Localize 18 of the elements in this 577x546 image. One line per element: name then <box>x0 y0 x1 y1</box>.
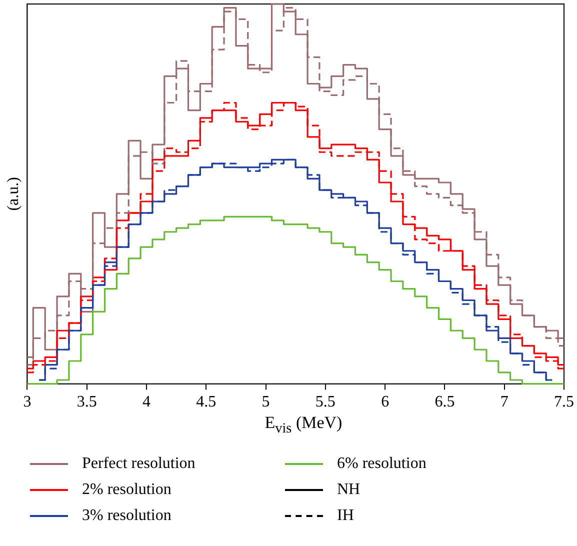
x-tick-label: 7.5 <box>554 394 574 411</box>
x-tick-label: 5.5 <box>315 394 336 411</box>
legend-label: IH <box>337 507 354 526</box>
legend-label: 3% resolution <box>82 507 172 526</box>
x-tick-label: 7 <box>500 394 508 411</box>
x-tick-label: 5 <box>262 394 270 411</box>
x-tick-label: 6.5 <box>434 394 455 411</box>
legend-label: 2% resolution <box>82 481 172 500</box>
y-axis-title: (a.u.) <box>4 177 22 211</box>
x-tick-label: 4.5 <box>196 394 216 411</box>
legend-label: 6% resolution <box>337 455 426 474</box>
x-tick-label: 3 <box>23 394 32 411</box>
legend-label: NH <box>337 481 360 500</box>
x-tick-label: 3.5 <box>76 394 97 411</box>
x-tick-label: 4 <box>142 394 150 411</box>
x-axis-title: E$_{vis}$ (MeV) <box>264 413 344 438</box>
x-tick-label: 6 <box>381 394 390 411</box>
legend-label: Perfect resolution <box>82 455 196 474</box>
